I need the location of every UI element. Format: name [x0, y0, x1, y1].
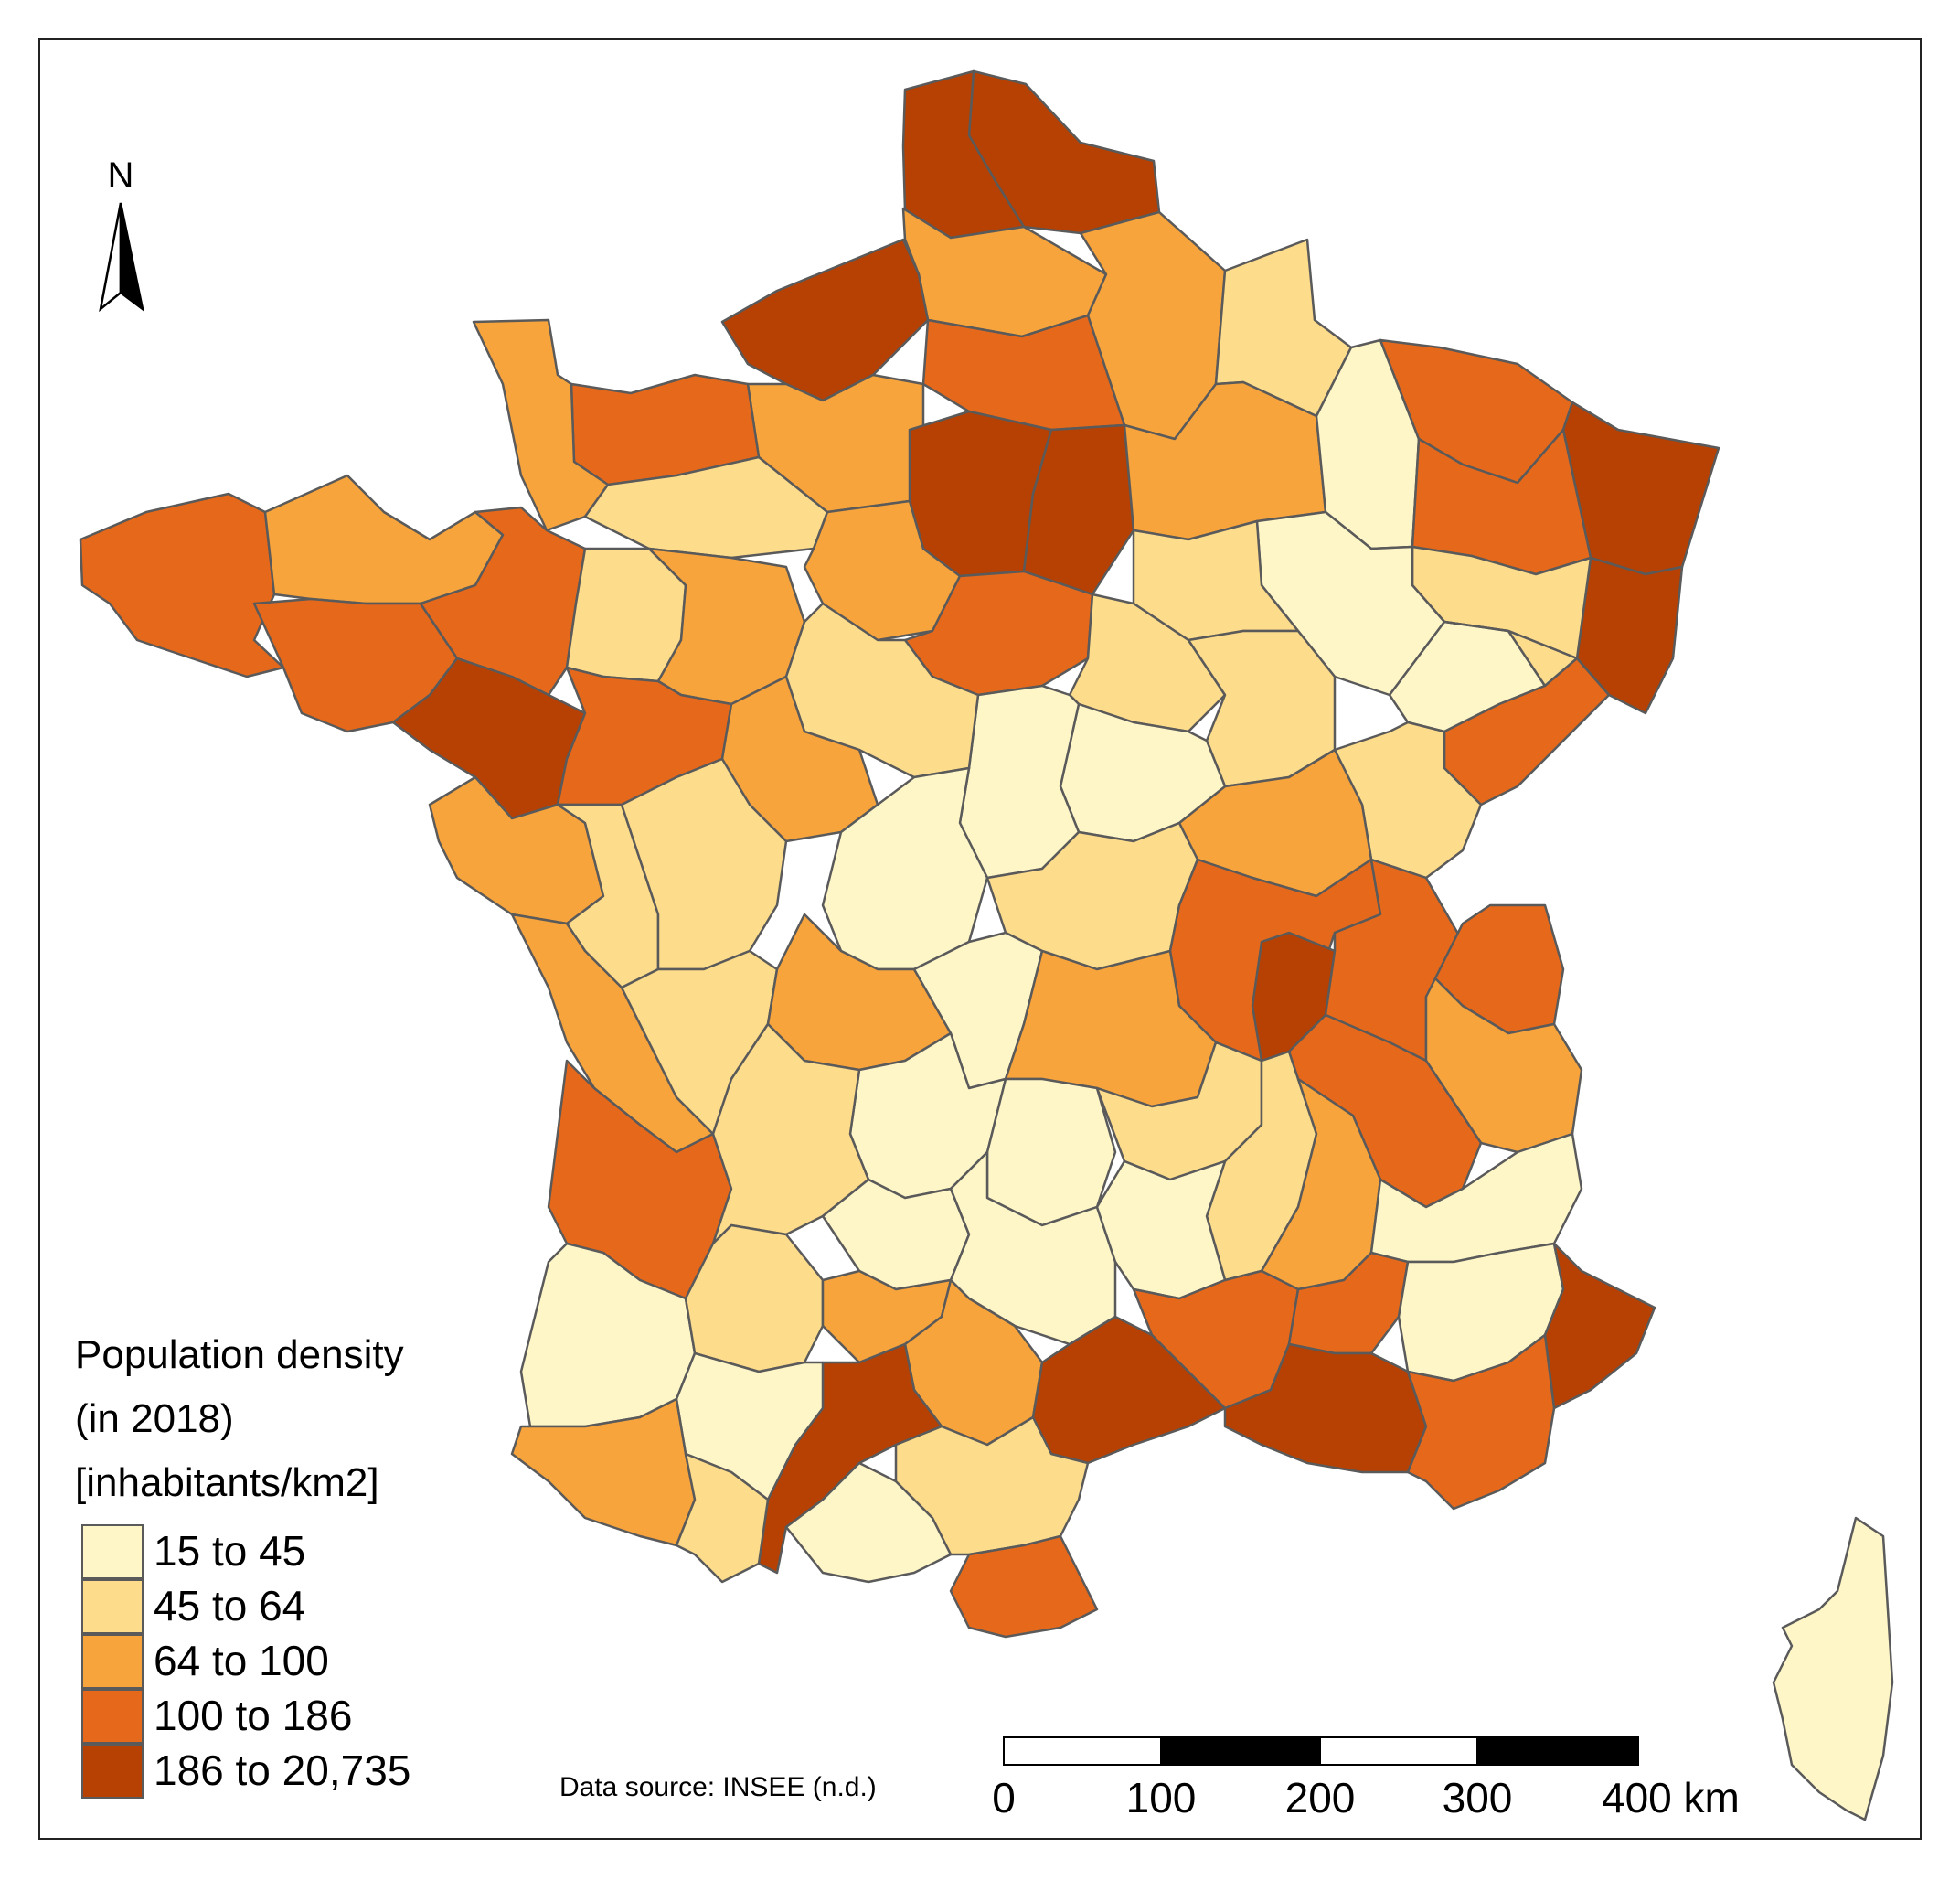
region-var: [1406, 1333, 1556, 1511]
data-source: Data source: INSEE (n.d.): [559, 1772, 877, 1802]
legend-title-line-1: Population density: [75, 1332, 404, 1377]
scale-label-200: 200: [1285, 1774, 1356, 1821]
scale-label-0: 0: [992, 1774, 1016, 1821]
legend-label-5: 186 to 20,735: [154, 1746, 410, 1794]
scale-segment-4: [1476, 1736, 1639, 1766]
map-frame: [38, 38, 1922, 1840]
region-pyrenees-orientales: [949, 1534, 1099, 1639]
north-label: N: [108, 155, 134, 196]
legend-label-3: 64 to 100: [154, 1637, 329, 1684]
north-arrow-left-icon: [99, 202, 122, 313]
north-arrow-right-icon: [119, 202, 144, 312]
scale-bar: 0 100 200 300 400 km: [992, 1736, 1740, 1821]
region-lozere: [1095, 1159, 1227, 1300]
region-corse: [1772, 1516, 1894, 1821]
legend-swatch-4: [81, 1689, 144, 1744]
region-aude: [894, 1415, 1090, 1556]
scale-segment-2: [1160, 1736, 1321, 1766]
region-seine-maritime: [720, 238, 930, 402]
scale-label-100: 100: [1126, 1774, 1197, 1821]
region-vienne: [620, 757, 788, 971]
north-arrow: N: [99, 155, 144, 313]
legend-label-2: 45 to 64: [154, 1582, 305, 1629]
scale-segment-1: [1003, 1736, 1162, 1766]
region-cotes-d-armor: [263, 474, 505, 605]
legend-title-line-2: (in 2018): [75, 1396, 234, 1441]
legend-label-4: 100 to 186: [154, 1692, 352, 1739]
department-layer: [79, 69, 1894, 1821]
legend-swatch-1: [81, 1524, 144, 1579]
legend-swatch-2: [81, 1579, 144, 1634]
scale-segment-3: [1319, 1736, 1478, 1766]
legend-label-1: 15 to 45: [154, 1527, 305, 1575]
region-hautes-pyrenees: [675, 1452, 770, 1584]
region-alpes-maritimes: [1543, 1242, 1656, 1410]
region-finistere: [79, 492, 285, 678]
legend: Population density (in 2018) [inhabitant…: [75, 1332, 410, 1799]
legend-swatch-5: [81, 1744, 144, 1799]
scale-label-400: 400 km: [1602, 1774, 1740, 1821]
legend-title-line-3: [inhabitants/km2]: [75, 1460, 379, 1505]
legend-swatch-3: [81, 1634, 144, 1689]
scale-label-300: 300: [1443, 1774, 1513, 1821]
region-cantal: [985, 1077, 1117, 1227]
